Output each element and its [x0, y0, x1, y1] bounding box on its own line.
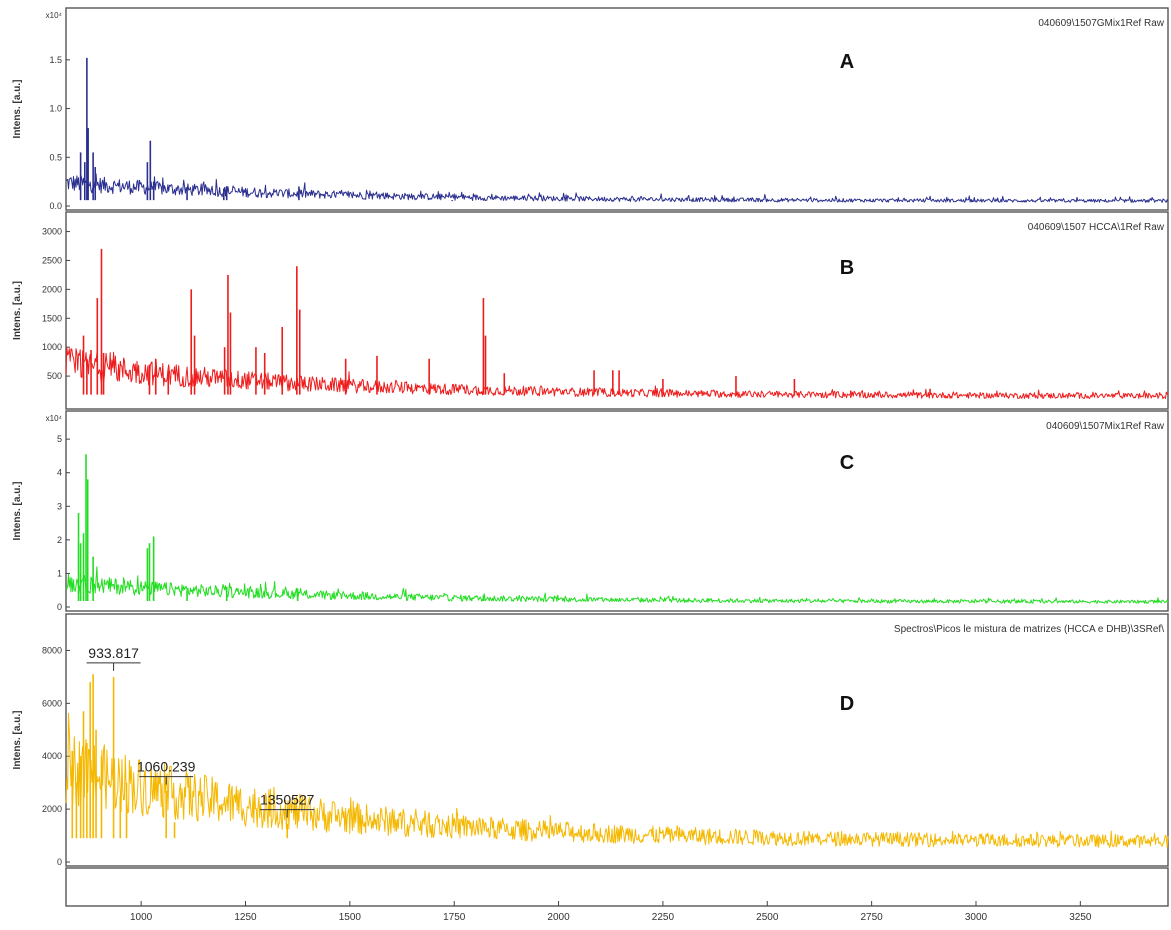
panel-frame — [65, 7, 1169, 211]
peak-annotation-label: 933.817 — [88, 645, 139, 661]
y-tick-label: 1.0 — [49, 104, 62, 114]
panel-c: 0 1 2 3 4 5 x10⁴ Intens. [a.u.] 040609\1507Mix1R… — [12, 410, 1169, 612]
spectrum-file-label: 040609\1507Mix1Ref Raw — [1046, 421, 1165, 432]
y-axis-label: Intens. [a.u.] — [12, 711, 23, 770]
y-exponent-label: x10⁴ — [46, 11, 63, 20]
y-tick-label: 1500 — [42, 313, 62, 323]
spectrum-file-label: 040609\1507 HCCA\1Ref Raw — [1028, 222, 1165, 233]
y-tick-label: 500 — [47, 371, 62, 381]
panel-frame — [65, 211, 1169, 410]
x-tick-label: 1000 — [130, 912, 153, 923]
y-tick-label: 1 — [57, 568, 62, 578]
y-tick-label: 4 — [57, 468, 62, 478]
x-tick-label: 3000 — [965, 912, 988, 923]
y-tick-label: 2500 — [42, 255, 62, 265]
y-tick-label: 2000 — [42, 284, 62, 294]
y-tick-label: 3 — [57, 501, 62, 511]
y-tick-label: 1.5 — [49, 55, 62, 65]
x-tick-label: 2250 — [652, 912, 675, 923]
y-tick-label: 4000 — [42, 751, 62, 761]
y-tick-label: 2000 — [42, 804, 62, 814]
y-tick-label: 0.5 — [49, 152, 62, 162]
y-tick-label: 6000 — [42, 698, 62, 708]
panel-letter: B — [840, 257, 854, 279]
x-tick-label: 3250 — [1069, 912, 1092, 923]
y-tick-label: 0 — [57, 602, 62, 612]
y-tick-label: 3000 — [42, 227, 62, 237]
spectrum-trace — [65, 566, 1169, 604]
y-tick-label: 5 — [57, 434, 62, 444]
peak-annotation-label: 1350527 — [260, 792, 315, 808]
panel-letter: A — [840, 51, 854, 73]
x-tick-label: 1250 — [234, 912, 257, 923]
x-tick-label: 1750 — [443, 912, 466, 923]
x-tick-label: 1500 — [339, 912, 362, 923]
spectrum-file-label: Spectros\Picos le mistura de matrizes (H… — [894, 624, 1164, 635]
panel-b: 500 1000 1500 2000 2500 3000 Intens. [a.u.] 040… — [12, 211, 1169, 410]
peak-annotation: 933.817 — [86, 645, 141, 671]
spectrum-trace — [65, 346, 1169, 400]
peak-annotation: 1060.239 — [137, 759, 196, 785]
panel-frame — [65, 410, 1169, 612]
y-axis-label: Intens. [a.u.] — [12, 482, 23, 541]
x-tick-label: 2750 — [861, 912, 884, 923]
y-tick-label: 0.0 — [49, 201, 62, 211]
x-tick-label: 2000 — [547, 912, 570, 923]
x-tick-label: 2500 — [756, 912, 779, 923]
panel-frame — [65, 613, 1169, 867]
peak-annotation: 1350527 — [260, 792, 315, 818]
y-tick-label: 8000 — [42, 645, 62, 655]
y-exponent-label: x10⁴ — [46, 414, 63, 423]
spectrum-file-label: 040609\1507GMix1Ref Raw — [1038, 18, 1164, 29]
spectrum-trace — [65, 173, 1169, 203]
panel-letter: D — [840, 693, 854, 715]
peak-annotation-label: 1060.239 — [137, 759, 196, 775]
panel-letter: C — [840, 452, 854, 474]
panel-d: 0 2000 4000 6000 8000 Intens. [a.u.] Spectros\… — [12, 613, 1169, 867]
y-tick-label: 2 — [57, 535, 62, 545]
y-axis-label: Intens. [a.u.] — [12, 281, 23, 340]
x-axis-strip — [65, 867, 1169, 907]
spectrum-trace — [65, 712, 1169, 848]
y-tick-label: 1000 — [42, 342, 62, 352]
y-axis-label: Intens. [a.u.] — [12, 80, 23, 139]
y-tick-label: 0 — [57, 857, 62, 867]
panel-a: 0.0 0.5 1.0 1.5 x10⁴ Intens. [a.u.] 040609\150… — [12, 7, 1169, 211]
